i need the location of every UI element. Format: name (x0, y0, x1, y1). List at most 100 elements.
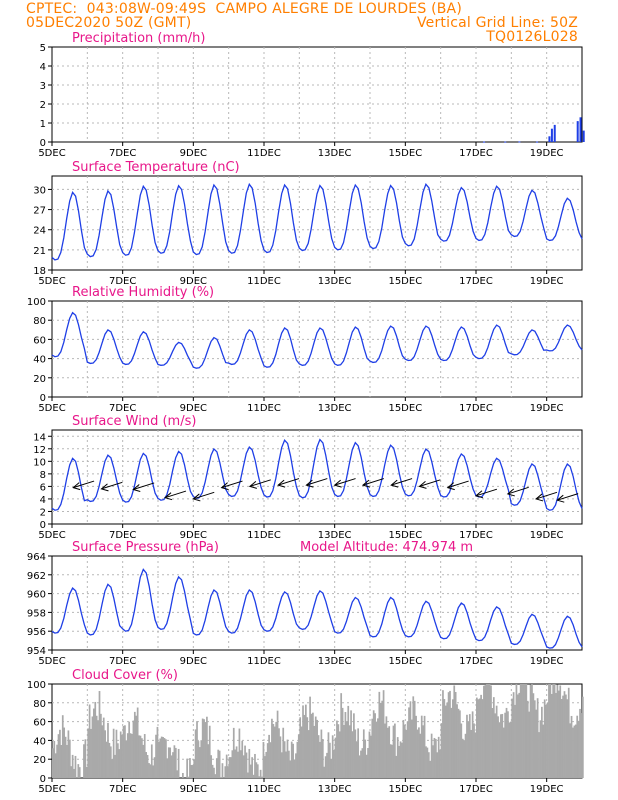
cloud-bar (552, 684, 555, 778)
cloud-bar (280, 752, 283, 778)
wind-arrow (507, 486, 529, 495)
cloud-bar (321, 739, 324, 778)
cloud-bar (357, 728, 359, 778)
cloud-bar (220, 777, 222, 778)
cloud-bar (111, 759, 114, 778)
cloud-bar (259, 769, 262, 778)
cloud-bar (87, 728, 90, 778)
wind-arrow-head (506, 488, 515, 497)
wind-arrow-head (446, 482, 455, 491)
cloud-bar (459, 710, 461, 778)
temperature-xtick-label: 9DEC (180, 276, 207, 287)
cloud-bar (176, 770, 179, 778)
precipitation-ytick-label: 2 (40, 100, 46, 111)
cloud-bar (73, 768, 75, 778)
cloud-bar (337, 724, 340, 778)
temperature-xtick-label: 19DEC (530, 276, 564, 287)
cloud-bar (350, 710, 352, 778)
cloud-bar (158, 741, 160, 778)
precipitation-ytick-label: 5 (40, 43, 46, 54)
cloud-bar (141, 738, 143, 778)
cloud-bar (512, 692, 515, 778)
cloud-bar (504, 712, 506, 778)
cloud-bar (60, 745, 63, 778)
cloud-bar (542, 724, 545, 778)
cloud-bar (508, 722, 511, 778)
cloud-bar (329, 742, 331, 778)
wind-arrow (249, 479, 271, 487)
cloud-bar (526, 700, 529, 778)
cloud-bar (206, 716, 208, 778)
cloud-bar (379, 702, 382, 778)
pressure-xtick-label: 9DEC (180, 656, 207, 667)
cloud-bar (186, 758, 188, 778)
wind-arrow-head (390, 479, 399, 488)
cloud-bar (310, 713, 313, 778)
wind-xtick-label: 9DEC (180, 530, 207, 541)
cloud-bar (470, 729, 473, 778)
precipitation-panel-frame (51, 46, 583, 143)
precipitation-xtick-label: 7DEC (109, 148, 136, 159)
cloud-bar (450, 707, 453, 778)
cloud-bar (389, 744, 392, 778)
cloud-bar (473, 723, 475, 778)
cloud-bar (511, 698, 514, 778)
cloud-bar (121, 734, 123, 778)
cloud-bar (124, 725, 126, 778)
wind-arrow-head (361, 479, 371, 488)
humidity-xtick-label: 15DEC (388, 403, 422, 414)
cloud-bar (386, 727, 389, 778)
wind-arrow-head (248, 481, 258, 489)
wind-arrow-head (556, 494, 565, 503)
pressure-xtick-label: 11DEC (247, 656, 281, 667)
cloud-bar (518, 692, 521, 778)
humidity-title: Relative Humidity (%) (72, 285, 214, 300)
cloud-bar (272, 723, 275, 778)
cloud-bar (126, 733, 129, 778)
cloud-bar (463, 740, 465, 778)
cloud-bar (282, 727, 285, 778)
wind-arrow (334, 478, 356, 486)
cloud-bar (119, 731, 122, 778)
wind-ytick-label: 6 (40, 482, 46, 493)
cloud-bar (355, 741, 358, 778)
humidity-xtick-label: 11DEC (247, 403, 281, 414)
cloud-bar (313, 725, 316, 778)
pressure-xtick-label: 17DEC (459, 656, 493, 667)
pressure-xtick-label: 7DEC (109, 656, 136, 667)
cloud-bar (155, 734, 157, 778)
precip-bar (504, 141, 507, 143)
cloud-ytick-label: 40 (33, 736, 46, 747)
wind-arrow (535, 491, 558, 500)
cloud-bar (145, 752, 147, 778)
cloud-bar (248, 748, 251, 778)
cloud-bar (487, 684, 490, 778)
cloud-bar (268, 734, 270, 778)
wind-arrow-head (535, 493, 544, 502)
cloud-bar (59, 729, 61, 778)
cloud-bar (143, 734, 146, 778)
cloud-bar (430, 733, 433, 778)
cloud-bar (343, 725, 345, 778)
cloud-bar (71, 754, 74, 778)
pressure-xtick-label: 19DEC (530, 656, 564, 667)
cloud-bar (105, 741, 108, 778)
cloud-bar (290, 741, 293, 778)
cloud-bar (498, 722, 501, 778)
pressure-xtick-label: 15DEC (388, 656, 422, 667)
wind-arrow (557, 493, 579, 501)
humidity-xtick-label: 5DEC (38, 403, 65, 414)
cloud-bar (238, 728, 241, 778)
cloud-bar (580, 713, 583, 778)
humidity-ytick-label: 20 (33, 374, 46, 385)
cloud-bar (562, 695, 564, 778)
wind-panel-frame (51, 429, 583, 525)
cloud-bar (572, 727, 574, 778)
cloud-bar (128, 721, 131, 778)
cloud-bar (78, 767, 81, 778)
cloud-bar (546, 702, 549, 778)
cloud-bar (255, 762, 258, 778)
cloud-bar (333, 750, 335, 778)
wind-arrow-head (277, 479, 286, 488)
cloud-bar (286, 739, 289, 778)
